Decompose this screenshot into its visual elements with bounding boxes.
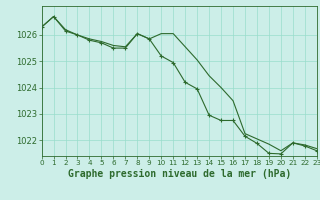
X-axis label: Graphe pression niveau de la mer (hPa): Graphe pression niveau de la mer (hPa) (68, 169, 291, 179)
